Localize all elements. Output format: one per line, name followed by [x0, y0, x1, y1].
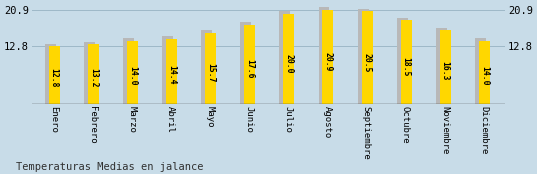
Bar: [49, 46, 60, 104]
Bar: [322, 10, 333, 104]
Bar: [475, 38, 486, 104]
Text: 12.8: 12.8: [50, 68, 59, 88]
Bar: [205, 33, 216, 104]
Bar: [436, 28, 447, 104]
Text: 14.4: 14.4: [167, 65, 176, 85]
Text: 18.5: 18.5: [402, 57, 411, 76]
Bar: [440, 30, 451, 104]
Bar: [479, 41, 490, 104]
Text: 17.6: 17.6: [245, 59, 254, 78]
Bar: [361, 11, 373, 104]
Bar: [241, 22, 251, 104]
Text: 20.5: 20.5: [362, 53, 372, 72]
Bar: [358, 9, 368, 104]
Text: 16.3: 16.3: [441, 61, 449, 81]
Bar: [45, 44, 56, 104]
Bar: [318, 7, 330, 104]
Bar: [284, 14, 294, 104]
Text: 20.9: 20.9: [323, 52, 332, 71]
Text: 15.7: 15.7: [206, 62, 215, 82]
Bar: [84, 42, 95, 104]
Bar: [401, 21, 411, 104]
Bar: [279, 11, 291, 104]
Text: 14.0: 14.0: [480, 66, 489, 85]
Bar: [201, 30, 212, 104]
Text: 20.0: 20.0: [284, 54, 293, 73]
Bar: [123, 38, 134, 104]
Text: Temperaturas Medias en jalance: Temperaturas Medias en jalance: [16, 162, 204, 172]
Bar: [162, 36, 173, 104]
Text: 14.0: 14.0: [128, 66, 137, 85]
Bar: [397, 18, 408, 104]
Text: 13.2: 13.2: [89, 68, 98, 87]
Bar: [244, 25, 255, 104]
Bar: [88, 45, 99, 104]
Bar: [166, 39, 177, 104]
Bar: [127, 41, 138, 104]
